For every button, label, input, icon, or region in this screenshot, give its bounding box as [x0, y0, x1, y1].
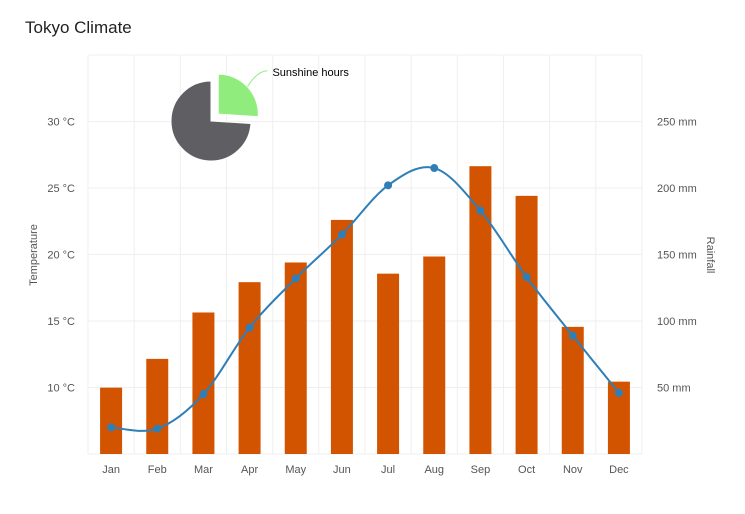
temperature-point	[522, 273, 531, 282]
left-tick-label: 10 °C	[47, 383, 75, 395]
left-axis-title: Temperature	[28, 224, 40, 286]
temperature-point	[199, 390, 208, 399]
x-tick-label: Mar	[194, 464, 213, 476]
rainfall-bar	[423, 256, 446, 454]
temperature-point	[384, 181, 393, 190]
rainfall-bar	[238, 282, 261, 454]
temperature-point	[107, 423, 116, 432]
x-tick-label: Nov	[563, 464, 583, 476]
temperature-point	[568, 331, 577, 340]
x-tick-label: Apr	[241, 464, 258, 476]
rainfall-bar	[192, 312, 215, 454]
rainfall-bar	[284, 262, 307, 454]
temperature-point	[614, 388, 623, 397]
x-tick-label: Oct	[518, 464, 535, 476]
x-tick-label: Dec	[609, 464, 629, 476]
chart-title: Tokyo Climate	[25, 18, 132, 37]
x-tick-label: Sep	[471, 464, 491, 476]
pie-connector	[247, 70, 268, 88]
rainfall-bar	[377, 273, 400, 454]
left-tick-label: 25 °C	[47, 183, 75, 195]
left-tick-label: 30 °C	[47, 117, 75, 129]
x-tick-label: Aug	[424, 464, 444, 476]
rainfall-bar	[469, 166, 492, 455]
x-tick-label: Jun	[333, 464, 351, 476]
pie-label: Sunshine hours	[272, 67, 349, 79]
temperature-point	[153, 424, 162, 433]
temperature-point	[430, 164, 439, 173]
x-tick-label: Jan	[102, 464, 120, 476]
rainfall-bar	[561, 326, 584, 454]
x-tick-label: May	[285, 464, 306, 476]
temperature-point	[337, 230, 346, 239]
left-tick-label: 20 °C	[47, 250, 75, 262]
rainfall-bar	[146, 358, 169, 454]
right-tick-label: 150 mm	[657, 250, 697, 262]
rainfall-bar	[515, 195, 538, 455]
pie-slice	[170, 80, 252, 162]
right-tick-label: 200 mm	[657, 183, 697, 195]
x-tick-label: Feb	[148, 464, 167, 476]
right-tick-label: 50 mm	[657, 383, 691, 395]
temperature-point	[476, 206, 485, 215]
pie-slice	[217, 73, 259, 118]
temperature-point	[291, 274, 300, 283]
rainfall-bar	[607, 381, 630, 454]
left-tick-label: 15 °C	[47, 316, 75, 328]
right-axis-title: Rainfall	[704, 237, 716, 274]
right-tick-label: 100 mm	[657, 316, 697, 328]
right-tick-label: 250 mm	[657, 117, 697, 129]
temperature-point	[245, 323, 254, 332]
rainfall-bar	[100, 387, 123, 454]
rainfall-bar	[330, 219, 353, 454]
x-tick-label: Jul	[381, 464, 395, 476]
